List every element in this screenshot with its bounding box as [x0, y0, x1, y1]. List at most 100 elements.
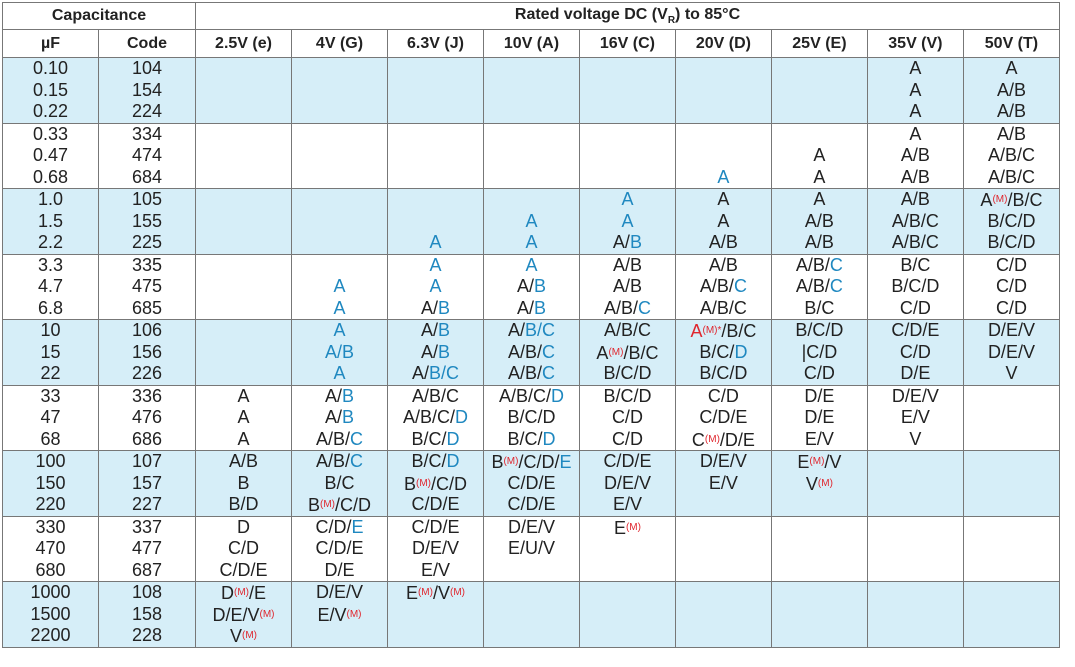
case-code: A/B/ — [315, 428, 350, 449]
case-size-line: E/V — [388, 560, 483, 582]
case-size-line: C(M)/D/E — [676, 429, 771, 451]
uf-column-header: µF — [2, 29, 99, 58]
case-size-line: C/D — [580, 407, 675, 429]
case-code: B — [437, 320, 450, 340]
table-row: 100 150 220 107 157 227 A/B B B/D A/B/C B/C B(M)/C/… — [2, 450, 1061, 517]
case-size-cell: A/B A/B A/B/C — [291, 384, 388, 451]
case-code: A — [813, 189, 826, 209]
case-code: B — [437, 297, 450, 318]
case-size-cell — [674, 57, 772, 124]
case-size-cell: A/B A/B A/B/C — [386, 319, 484, 386]
case-size-line: A — [388, 276, 483, 298]
code-cell-value: 477 — [131, 538, 163, 558]
case-code: A/B — [612, 254, 642, 275]
case-size-cell: A/B/C A/B/C/D B/C/D — [386, 384, 484, 451]
case-code: A — [237, 407, 250, 427]
uf-cell-value: 0.33 — [32, 123, 69, 144]
case-size-line: A — [292, 320, 387, 342]
molded-marker: (M) — [704, 433, 720, 445]
case-size-line: A/B — [964, 124, 1059, 146]
case-size-line: A/B — [580, 276, 675, 298]
case-code: B/C/ — [699, 341, 735, 362]
molded-marker: (M) — [346, 608, 362, 620]
capacitance-header: Capacitance — [1, 2, 197, 30]
case-code: E — [559, 452, 572, 472]
case-size-cell — [962, 384, 1061, 451]
case-size-line: A/B — [292, 386, 387, 408]
case-code: C — [691, 429, 705, 450]
case-code: /C/D — [430, 473, 467, 494]
case-size-cell: A/B A/B/C A/B/C — [962, 122, 1061, 189]
case-code: A/B/ — [603, 297, 638, 318]
case-code: A/B — [996, 123, 1026, 144]
case-size-line: B/C/D — [388, 451, 483, 473]
uf-cell-value: 1000 — [30, 582, 71, 602]
case-code: C/D — [899, 297, 931, 318]
case-code: A — [333, 297, 346, 318]
case-size-cell: A/B/C A/B/C B/C — [770, 253, 868, 320]
case-size-cell: D(M)/E D/E/V(M) V(M) — [195, 581, 292, 648]
case-size-line: A — [964, 58, 1059, 80]
case-size-line: C/D/E — [292, 538, 387, 560]
case-size-line — [388, 604, 483, 626]
table-row: 33 47 68 336 476 686 A A A A/B A/B A/B/C A/B/C A/B/C/… — [2, 384, 1061, 451]
molded-marker: (M) — [449, 587, 465, 598]
case-code: D — [542, 428, 556, 449]
case-size-cell: A(M)*/B/C B/C/D B/C/D — [674, 319, 772, 386]
case-code: /B/C — [623, 342, 659, 363]
case-code: B/C/D — [603, 385, 652, 406]
case-code: A — [909, 58, 922, 78]
case-code: E/V — [708, 472, 738, 493]
case-size-line: B/C/D — [484, 407, 579, 429]
case-size-line: D/E/V — [868, 386, 963, 408]
case-code: A — [429, 276, 442, 296]
code-cell-value: 226 — [131, 363, 163, 383]
case-size-line: C/D/E — [388, 494, 483, 516]
case-code: A/ — [324, 407, 342, 427]
case-size-line: A — [196, 386, 291, 408]
case-size-cell: D/E/V E/U/V — [482, 515, 580, 582]
case-code: B/C — [804, 297, 835, 318]
case-code: B/D — [228, 494, 259, 514]
case-size-line: B/C — [292, 473, 387, 495]
case-size-cell: A A A/B — [674, 188, 772, 255]
case-code: C/D — [995, 254, 1027, 275]
case-size-line: A/B/C — [868, 232, 963, 254]
case-size-cell — [482, 57, 580, 124]
case-size-line: A/B — [964, 80, 1059, 102]
case-code: B/C/D — [603, 363, 652, 383]
case-code: D/E — [804, 407, 835, 427]
code-cell-value: 107 — [131, 451, 163, 471]
voltage-header: 20V (D) — [674, 29, 772, 58]
case-code: C — [829, 276, 843, 296]
case-size-line: A — [484, 255, 579, 277]
case-size-cell: C/D C/D/E C(M)/D/E — [674, 384, 772, 451]
case-code: B/C/ — [411, 428, 447, 449]
uf-cell-value: 2200 — [30, 625, 71, 645]
case-size-line: D/E — [772, 386, 867, 408]
case-size-line: |C/D — [772, 342, 867, 364]
case-size-line: D/E/V — [964, 320, 1059, 342]
case-code: D/E — [804, 385, 835, 406]
case-code: D/E/V — [411, 538, 459, 558]
molded-marker: (M) — [259, 608, 275, 620]
case-code: A — [909, 101, 922, 121]
case-code: C — [350, 428, 363, 449]
case-size-line: D/E/V(M) — [196, 604, 291, 626]
case-code: V — [1005, 363, 1018, 383]
case-size-line: A/B/C — [676, 298, 771, 320]
case-code: A/B/C — [411, 385, 459, 406]
case-size-line: C/D/E — [196, 560, 291, 582]
case-size-line: A — [292, 298, 387, 320]
code-cell-value: 476 — [131, 407, 163, 427]
case-code: /V — [824, 452, 842, 472]
voltage-header: 50V (T) — [962, 29, 1061, 58]
case-code: C — [541, 341, 555, 362]
capacitance-voltage-table: Capacitance Rated voltage DC (VR) to 85°… — [1, 2, 1061, 648]
uf-cell-value: 6.8 — [37, 297, 64, 318]
case-code: D/E — [900, 363, 931, 383]
code-cell-value: 156 — [131, 341, 163, 362]
case-code: A/B/ — [795, 276, 830, 296]
case-code: C — [541, 363, 555, 383]
case-size-line: A — [388, 255, 483, 277]
